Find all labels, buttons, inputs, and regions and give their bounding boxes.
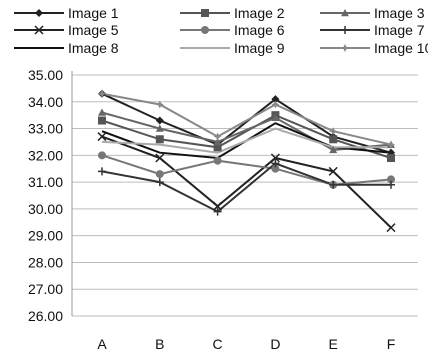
legend-item: Image 7 [320,22,425,38]
y-tick-label: 33.00 [28,121,63,137]
series-point [329,135,338,144]
series-point [328,166,338,176]
legend-item: Image 8 [14,40,119,56]
series-lines [101,92,392,229]
y-tick-label: 34.00 [28,94,63,110]
series-point [329,145,338,154]
series-point [155,124,164,132]
series-point [213,201,223,211]
y-axis-tick-labels: 26.00 27.00 28.00 29.00 30.00 31.00 32.00 33.00… [28,67,63,324]
legend: Image 1 Image 2 Image 3 Image 5 Image 6 Image… [14,5,428,56]
legend-swatch-marker [34,25,44,35]
series-line [101,127,391,154]
series-point [387,180,395,189]
y-tick-label: 26.00 [28,308,63,324]
series-point [329,180,338,189]
series-point [98,89,106,98]
x-axis-tick-labels: A B C D E F [97,336,395,352]
series-point [271,100,280,109]
y-tick-label: 32.00 [28,147,63,163]
series-point [213,132,222,141]
series-point [155,178,164,187]
x-tick-label: B [155,336,164,352]
y-tick-label: 27.00 [28,281,63,297]
legend-swatch-marker [35,9,43,17]
series-markers [97,89,396,233]
legend-swatch-marker [341,26,349,34]
legend-label: Image 3 [374,5,425,21]
series-point [213,156,222,165]
legend-label: Image 6 [234,22,285,38]
x-tick-label: D [270,336,280,352]
series-point [213,207,222,216]
x-tick-label: F [387,336,396,352]
series-line [101,162,391,213]
y-tick-label: 29.00 [28,228,63,244]
series-point [271,159,280,168]
series-point [98,167,106,176]
series-point [155,170,164,179]
legend-swatch-marker [201,9,209,17]
series-line [101,135,392,229]
series-point [98,116,106,125]
x-tick-label: E [329,336,338,352]
series-point [155,153,165,163]
legend-swatch-marker [341,44,349,52]
series-point [213,143,222,152]
series-point [155,100,164,109]
y-tick-label: 31.00 [28,174,63,190]
legend-label: Image 2 [234,5,285,21]
legend-label: Image 5 [68,22,119,38]
legend-item: Image 5 [14,22,119,38]
legend-label: Image 7 [374,22,425,38]
series-line [101,92,392,146]
legend-item: Image 1 [14,5,119,21]
series-point [270,153,280,163]
legend-label: Image 9 [234,40,285,56]
series-line [101,114,392,159]
series-point [98,108,106,116]
series-line [101,92,392,154]
series-point [387,154,395,163]
series-point [271,113,280,122]
series-point [387,175,395,184]
legend-item: Image 3 [320,5,425,21]
series-point [155,135,164,144]
legend-swatch-marker [341,9,349,17]
y-tick-label: 35.00 [28,67,63,83]
legend-label: Image 8 [68,40,119,56]
x-tick-label: A [97,336,107,352]
legend-label: Image 10 [374,40,428,56]
y-tick-label: 28.00 [28,254,63,270]
legend-item: Image 2 [180,5,285,21]
legend-item: Image 6 [180,22,285,38]
series-point [386,223,396,233]
series-point [98,151,106,160]
series-point [155,116,164,125]
series-point [329,127,338,136]
series-point [213,137,222,146]
series-point [271,95,280,104]
x-tick-label: C [213,336,223,352]
series-point [387,140,395,149]
y-tick-label: 30.00 [28,201,63,217]
legend-swatch-marker [201,26,209,34]
gridlines [71,71,418,317]
series-point [271,164,280,173]
series-point [97,132,107,142]
legend-item: Image 10 [320,40,428,56]
legend-label: Image 1 [68,5,119,21]
legend-item: Image 9 [180,40,285,56]
